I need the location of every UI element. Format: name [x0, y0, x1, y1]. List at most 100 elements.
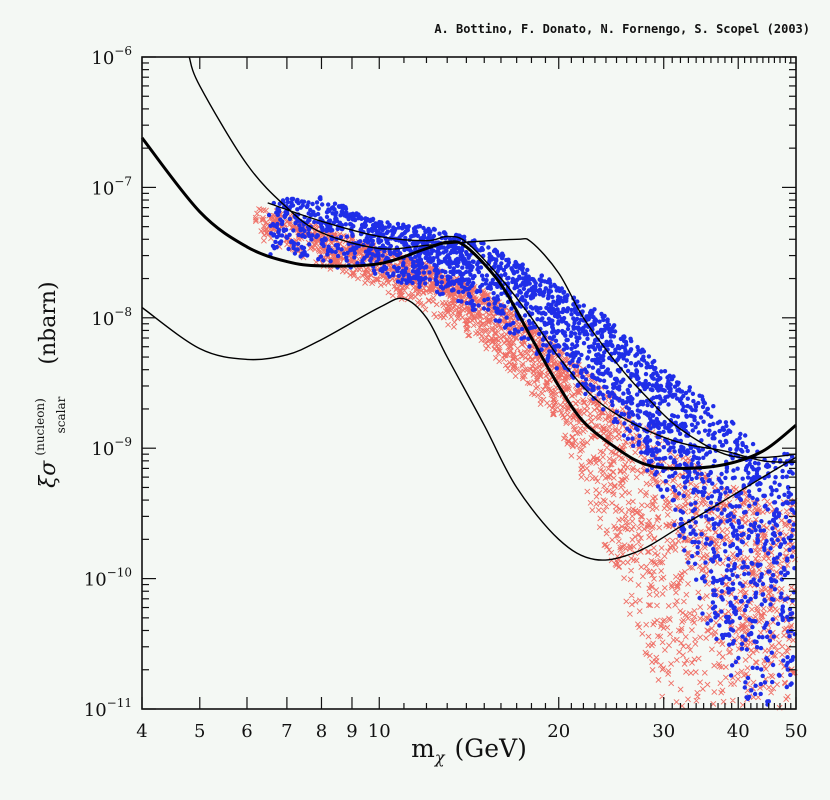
blue-dot: [641, 358, 647, 363]
blue-dot: [348, 248, 353, 253]
blue-dot: [468, 294, 473, 299]
blue-dot: [754, 471, 760, 477]
blue-dot: [478, 265, 484, 270]
blue-dot: [447, 256, 452, 261]
blue-dot: [564, 352, 570, 357]
blue-dot: [673, 470, 678, 476]
blue-dot: [731, 514, 736, 519]
y-tick-label: 10−7: [91, 174, 132, 199]
blue-dot: [274, 224, 279, 230]
blue-dot: [686, 560, 691, 565]
blue-dot: [746, 694, 752, 700]
blue-dot: [519, 326, 525, 332]
blue-dot: [431, 226, 437, 232]
blue-dot: [770, 572, 776, 578]
blue-dot: [735, 545, 740, 551]
blue-dot: [696, 540, 701, 545]
blue-dot: [705, 495, 711, 501]
blue-dot: [657, 430, 662, 436]
blue-dot: [570, 358, 575, 363]
blue-dot: [342, 204, 347, 210]
blue-dot: [602, 328, 607, 333]
x-tick-label: 20: [547, 721, 570, 742]
blue-dot: [665, 439, 670, 445]
blue-dot: [298, 254, 303, 259]
blue-dot: [780, 604, 785, 609]
blue-dot: [646, 354, 652, 359]
blue-dot: [314, 200, 320, 205]
y-tick-label: 10−8: [91, 305, 132, 330]
blue-dot: [597, 345, 603, 350]
blue-dot: [723, 549, 728, 554]
blue-dot: [645, 402, 650, 408]
blue-dot: [771, 530, 777, 536]
blue-dot: [769, 537, 774, 542]
blue-dot: [690, 391, 696, 396]
blue-dot: [712, 604, 718, 609]
blue-dot: [723, 438, 728, 444]
blue-dot: [607, 330, 612, 335]
blue-dot: [760, 673, 765, 679]
blue-dot: [674, 396, 680, 401]
blue-dot: [737, 504, 742, 509]
blue-dot: [633, 425, 639, 431]
blue-dot: [693, 500, 698, 505]
blue-dot: [767, 638, 773, 643]
blue-dot: [296, 232, 301, 238]
blue-dot: [767, 520, 772, 525]
blue-dot: [522, 313, 528, 318]
blue-dot: [411, 242, 416, 247]
blue-dot: [730, 456, 735, 461]
blue-dot: [402, 247, 407, 253]
blue-dot: [479, 273, 485, 278]
blue-dot: [705, 621, 710, 626]
blue-dot: [787, 519, 792, 524]
blue-dot: [287, 216, 293, 222]
blue-dot: [648, 448, 653, 454]
blue-dot: [655, 424, 660, 430]
blue-dot: [466, 279, 472, 284]
blue-dot: [676, 491, 682, 496]
blue-dot: [427, 259, 432, 264]
blue-dot: [641, 349, 647, 354]
blue-dot: [781, 658, 786, 663]
blue-dot: [707, 428, 712, 433]
blue-dot: [538, 283, 543, 288]
blue-dot: [732, 566, 737, 571]
blue-dot: [509, 306, 514, 311]
blue-dot: [684, 451, 690, 456]
blue-dot: [369, 238, 374, 243]
blue-dot: [423, 281, 428, 286]
blue-dot: [569, 312, 574, 317]
blue-dot: [423, 228, 428, 233]
blue-dot: [548, 284, 553, 289]
blue-dot: [656, 441, 661, 446]
blue-dot: [464, 250, 469, 255]
blue-dot: [495, 251, 500, 256]
blue-dot: [441, 230, 447, 235]
blue-dot: [448, 237, 453, 242]
blue-dot: [590, 385, 595, 391]
blue-dot: [527, 344, 532, 349]
blue-dot: [652, 358, 657, 364]
blue-dot: [670, 473, 675, 478]
blue-dot: [737, 615, 743, 621]
blue-dot: [620, 344, 625, 349]
blue-dot: [777, 552, 783, 557]
blue-dot: [644, 361, 649, 366]
blue-dot: [719, 471, 724, 477]
blue-dot: [326, 207, 331, 212]
blue-dot: [339, 222, 345, 228]
blue-dot: [712, 610, 718, 616]
blue-dot: [350, 216, 355, 221]
blue-dot: [715, 488, 721, 494]
blue-dot: [681, 474, 686, 480]
blue-dot: [574, 339, 580, 344]
blue-dot: [460, 289, 466, 294]
blue-dot: [732, 561, 738, 567]
blue-dot: [329, 205, 335, 211]
blue-dot: [733, 609, 739, 614]
blue-dot: [634, 392, 640, 397]
blue-dot: [727, 489, 733, 494]
blue-dot: [280, 219, 285, 224]
